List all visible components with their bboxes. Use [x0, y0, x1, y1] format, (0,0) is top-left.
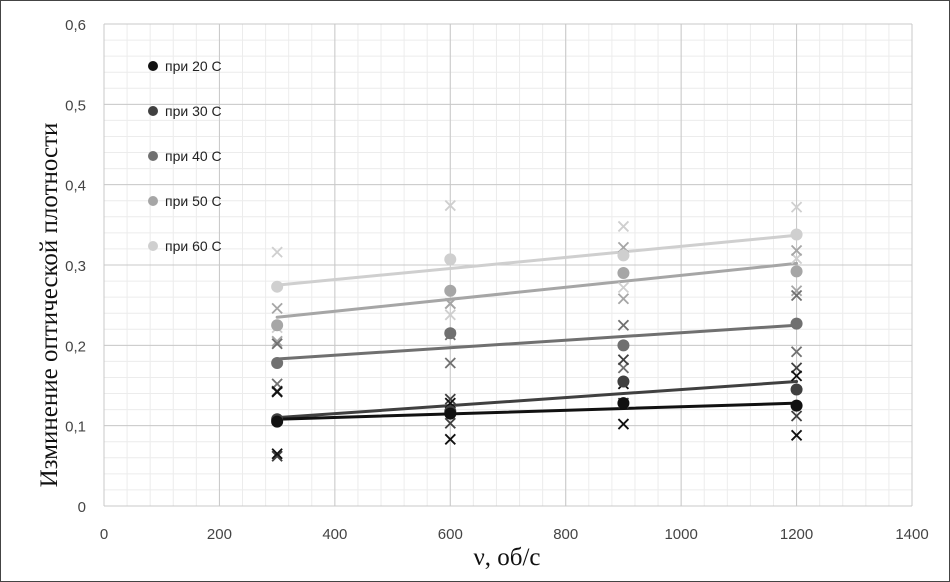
cross-mark — [790, 410, 803, 422]
y-axis-title: Изминение оптической плотности — [36, 123, 63, 488]
cross-mark — [790, 244, 803, 257]
cross-mark — [790, 362, 803, 374]
x-tick-label: 0 — [100, 526, 108, 543]
y-tick-label: 0,3 — [65, 258, 86, 275]
legend-label: при 50 С — [165, 193, 222, 209]
data-point — [271, 415, 284, 428]
data-point — [271, 357, 284, 370]
x-axis-title: ν, об/с — [473, 544, 540, 571]
legend-marker — [148, 196, 158, 206]
cross-mark — [617, 354, 630, 366]
x-tick-label: 800 — [553, 526, 578, 543]
trend-layer — [275, 233, 799, 421]
legend-marker — [148, 106, 158, 116]
y-tick-label: 0,4 — [65, 178, 86, 195]
legend-label: при 40 С — [165, 148, 222, 164]
cross-mark — [617, 319, 630, 331]
cross-mark — [444, 357, 456, 369]
trend-line — [275, 261, 799, 319]
data-point — [790, 317, 803, 330]
y-tick-label: 0 — [78, 499, 86, 516]
cross-mark — [617, 220, 630, 233]
trend-line — [275, 401, 799, 421]
data-point — [790, 228, 803, 241]
cross-mark — [790, 289, 803, 302]
cross-mark — [617, 293, 630, 305]
cross-mark — [790, 370, 803, 382]
trend-line — [275, 379, 799, 420]
legend-label: при 60 С — [165, 238, 222, 254]
legend-label: при 20 С — [165, 58, 222, 74]
cross-mark — [617, 362, 630, 374]
x-tick-label: 200 — [207, 526, 232, 543]
legend-marker — [148, 61, 158, 71]
cross-mark — [444, 297, 456, 310]
data-point — [790, 383, 803, 396]
data-point — [617, 267, 630, 280]
legend: при 20 С при 30 С при 40 С при 50 С при 60 С — [148, 58, 222, 254]
y-tick-label: 0,6 — [65, 17, 86, 34]
cross-mark — [790, 346, 803, 358]
data-point — [617, 375, 630, 388]
data-point — [617, 249, 630, 262]
cross-mark — [617, 281, 630, 294]
legend-label: при 30 С — [165, 103, 222, 119]
cross-mark — [444, 417, 456, 429]
cross-mark — [617, 418, 630, 430]
cross-mark — [271, 448, 283, 460]
cross-mark — [271, 338, 283, 350]
ticks-layer: 0 200 400 600 800 1000 1200 1400 0 0,1 0,2 0,3 0,4 0,… — [65, 17, 929, 543]
cross-mark — [444, 199, 456, 212]
data-point — [617, 397, 630, 410]
data-point — [444, 253, 457, 266]
legend-marker — [148, 151, 158, 161]
cross-mark — [444, 393, 456, 405]
trend-line — [275, 233, 799, 287]
cross-mark — [444, 433, 456, 445]
data-point — [790, 399, 803, 412]
data-point — [617, 339, 630, 352]
data-point — [271, 319, 284, 332]
x-tick-label: 400 — [322, 526, 347, 543]
cross-mark — [790, 201, 803, 213]
data-point — [444, 407, 457, 420]
cross-mark — [271, 335, 283, 347]
cross-mark — [790, 252, 803, 265]
trend-line — [275, 323, 799, 361]
points-layer — [271, 228, 803, 428]
cross-mark — [271, 302, 283, 315]
cross-mark — [790, 285, 803, 297]
data-point — [790, 265, 803, 278]
cross-mark — [271, 246, 283, 258]
data-point — [444, 327, 457, 340]
grid-layer — [103, 23, 913, 507]
cross-mark — [271, 386, 283, 398]
y-tick-label: 0,5 — [65, 97, 86, 114]
y-tick-label: 0,2 — [65, 338, 86, 355]
x-tick-label: 600 — [438, 526, 463, 543]
data-point — [271, 280, 284, 293]
x-tick-label: 1000 — [664, 526, 697, 543]
y-tick-label: 0,1 — [65, 419, 86, 436]
x-tick-label: 1200 — [780, 526, 813, 543]
cross-mark — [790, 429, 803, 441]
cross-mark — [444, 309, 456, 321]
legend-marker — [148, 241, 158, 251]
data-point — [444, 284, 457, 297]
cross-mark — [271, 450, 283, 462]
x-tick-label: 1400 — [895, 526, 928, 543]
